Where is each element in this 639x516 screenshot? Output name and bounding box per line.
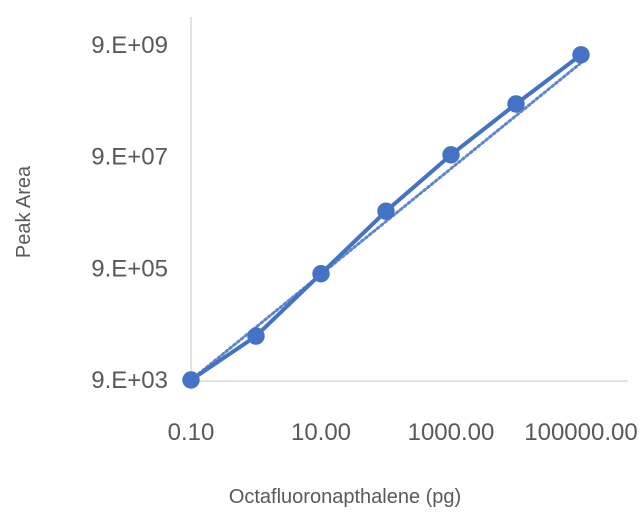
- series-layer: [182, 46, 590, 389]
- data-point-6: [572, 46, 590, 64]
- data-point-1: [247, 327, 265, 345]
- y-tick-label-2: 9.E+07: [91, 144, 168, 171]
- y-axis-title: Peak Area: [13, 165, 35, 258]
- y-tick-label-1: 9.E+05: [91, 255, 168, 282]
- x-tick-label-1: 10.00: [291, 419, 351, 446]
- data-point-0: [182, 371, 200, 389]
- y-tick-label-3: 9.E+09: [91, 32, 168, 59]
- data-point-4: [442, 146, 460, 164]
- x-tick-label-3: 100000.00: [524, 419, 637, 446]
- data-point-5: [507, 95, 525, 113]
- x-tick-label-2: 1000.00: [408, 419, 495, 446]
- data-point-3: [377, 202, 395, 220]
- y-tick-label-0: 9.E+03: [91, 367, 168, 394]
- trendline: [189, 61, 583, 382]
- axes-layer: [190, 17, 628, 382]
- x-axis-title: Octafluoronapthalene (pg): [229, 486, 461, 508]
- ticks-layer: 9.E+03 9.E+05 9.E+07 9.E+09 0.10 10.00 1000.00…: [91, 32, 637, 446]
- x-tick-label-0: 0.10: [168, 419, 215, 446]
- data-point-2: [312, 265, 330, 283]
